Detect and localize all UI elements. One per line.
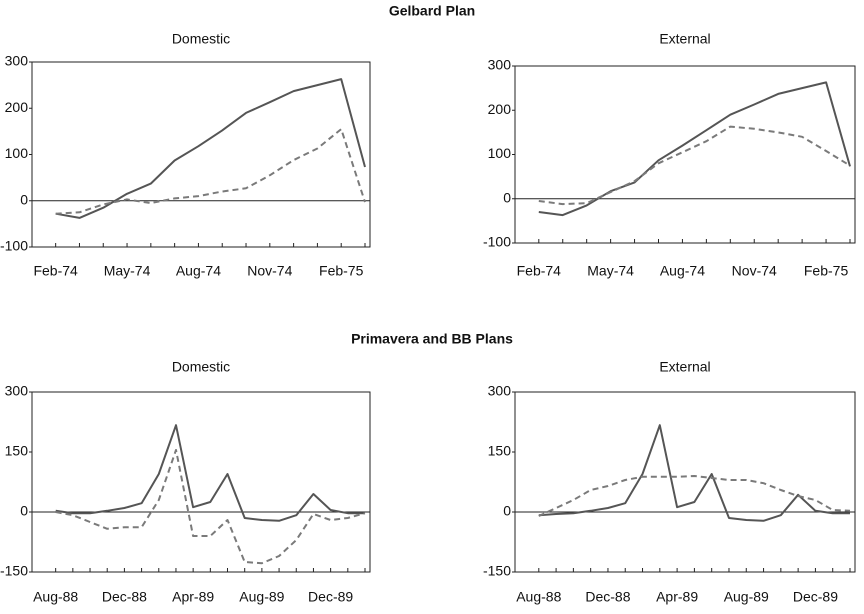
x-tick-label: Aug-74 xyxy=(660,263,705,279)
y-tick-label: 300 xyxy=(5,53,29,69)
x-tick-label: May-74 xyxy=(587,263,634,279)
y-tick-label: 100 xyxy=(488,145,512,161)
data-line xyxy=(538,125,851,206)
data-line xyxy=(538,424,850,522)
y-tick-label: -150 xyxy=(483,563,511,579)
x-tick-label: Apr-89 xyxy=(656,589,698,605)
x-tick-label: Nov-74 xyxy=(732,263,777,279)
x-tick-label: Feb-74 xyxy=(517,263,562,279)
plot-frame xyxy=(514,65,856,244)
x-tick-label: Feb-74 xyxy=(33,263,78,279)
data-line xyxy=(55,128,366,215)
data-line xyxy=(538,475,851,517)
x-tick-label: Feb-75 xyxy=(319,263,364,279)
x-tick-label: Aug-74 xyxy=(176,263,221,279)
plot-frame xyxy=(31,391,371,573)
data-line xyxy=(55,449,366,565)
y-tick-label: 200 xyxy=(5,99,29,115)
x-tick-label: Nov-74 xyxy=(247,263,292,279)
y-tick-label: -100 xyxy=(0,238,28,254)
y-tick-label: 0 xyxy=(503,189,511,205)
y-tick-label: 150 xyxy=(488,443,512,459)
x-tick-label: Dec-88 xyxy=(102,589,147,605)
x-tick-label: Dec-89 xyxy=(793,589,838,605)
y-tick-label: 0 xyxy=(503,503,511,519)
chart-subtitle: Domestic xyxy=(172,359,230,375)
section-title: Gelbard Plan xyxy=(389,3,475,19)
plot-frame xyxy=(514,391,856,573)
data-line xyxy=(55,424,365,522)
y-tick-label: 300 xyxy=(5,383,29,399)
data-line xyxy=(538,81,851,217)
y-tick-label: -100 xyxy=(483,234,511,250)
y-tick-label: 0 xyxy=(20,503,28,519)
x-tick-label: Dec-88 xyxy=(585,589,630,605)
x-tick-label: Aug-88 xyxy=(516,589,561,605)
data-line xyxy=(55,78,366,219)
y-tick-label: 200 xyxy=(488,101,512,117)
section-title: Primavera and BB Plans xyxy=(351,331,513,347)
y-tick-label: 300 xyxy=(488,57,512,73)
x-tick-label: Feb-75 xyxy=(804,263,849,279)
x-tick-label: Dec-89 xyxy=(308,589,353,605)
y-tick-label: -150 xyxy=(0,563,28,579)
x-tick-label: Aug-88 xyxy=(33,589,78,605)
y-tick-label: 300 xyxy=(488,383,512,399)
plot-frame xyxy=(31,61,371,248)
y-tick-label: 150 xyxy=(5,443,29,459)
chart-subtitle: External xyxy=(659,31,710,47)
y-tick-label: 0 xyxy=(20,191,28,207)
x-tick-label: Aug-89 xyxy=(724,589,769,605)
x-tick-label: May-74 xyxy=(104,263,151,279)
chart-subtitle: Domestic xyxy=(172,31,230,47)
y-tick-label: 100 xyxy=(5,145,29,161)
chart-subtitle: External xyxy=(659,359,710,375)
x-tick-label: Apr-89 xyxy=(172,589,214,605)
x-tick-label: Aug-89 xyxy=(239,589,284,605)
